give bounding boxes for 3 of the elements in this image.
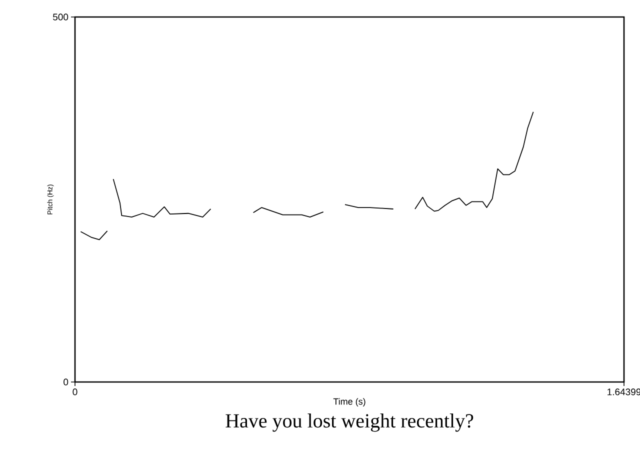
y-tick-label: 500 [53, 14, 68, 20]
text: Have you lost weight recently? [226, 414, 474, 432]
x-axis-title: Time (s) [333, 398, 366, 406]
